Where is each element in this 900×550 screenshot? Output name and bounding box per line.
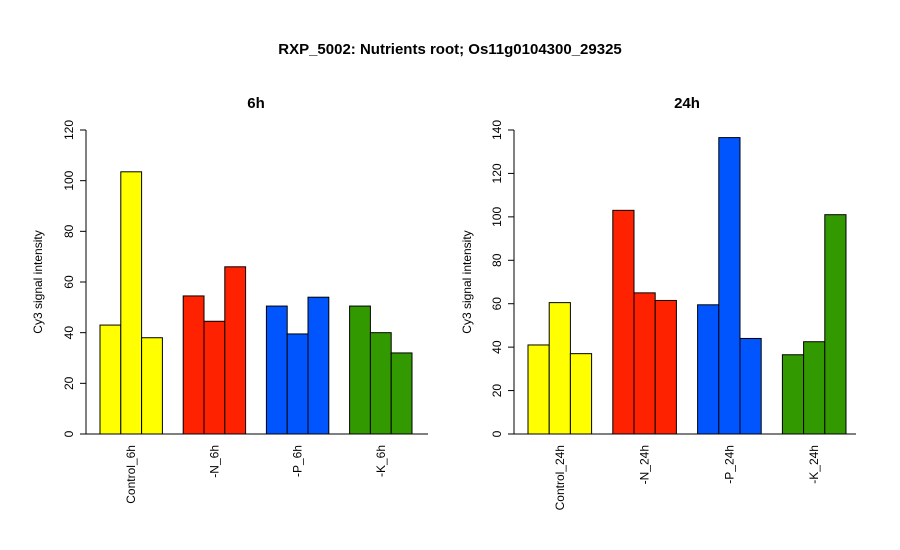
y-tick-label: 40 — [490, 340, 504, 354]
category-label: -K_6h — [374, 445, 388, 477]
y-tick-label: 120 — [62, 120, 76, 140]
category-label: Control_24h — [553, 445, 567, 510]
y-axis-label: Cy3 signal intensity — [460, 230, 474, 333]
bar — [120, 171, 143, 435]
bar — [203, 320, 226, 435]
bar — [612, 209, 635, 435]
bar — [349, 305, 371, 435]
bar — [390, 352, 413, 435]
panel-6h: 6h 0 20 40 60 80 100 120 Cy3 signal intensity Con… — [31, 95, 428, 504]
bar — [182, 295, 205, 435]
bar — [99, 324, 122, 435]
panel-24h: 24h 0 20 40 60 80 100 120 140 Cy3 signal intensit… — [460, 95, 856, 510]
y-tick-label: 60 — [490, 297, 504, 311]
y-tick-label: 140 — [490, 120, 504, 140]
bar — [286, 333, 309, 435]
category-label: Control_6h — [124, 445, 138, 504]
bar — [654, 299, 677, 435]
category-label: -P_24h — [722, 445, 736, 484]
bar — [739, 337, 762, 435]
y-tick-label: 60 — [62, 275, 76, 289]
y-tick-label: 40 — [62, 326, 76, 340]
y-tick-label: 20 — [62, 376, 76, 390]
y-tick-label: 20 — [490, 384, 504, 398]
category-label: -N_24h — [638, 445, 652, 484]
bar — [369, 332, 392, 435]
bar — [824, 214, 847, 435]
bar — [697, 304, 720, 435]
panel-title: 6h — [247, 95, 265, 112]
bar — [548, 302, 571, 435]
bar — [224, 266, 247, 435]
bar — [718, 137, 741, 435]
y-tick-label: 100 — [490, 207, 504, 227]
bar — [265, 305, 288, 435]
category-label: -N_6h — [207, 445, 221, 478]
chart-title: RXP_5002: Nutrients root; Os11g0104300_2… — [278, 41, 622, 58]
y-tick-label: 0 — [490, 430, 504, 437]
category-label: -P_6h — [291, 445, 305, 477]
y-axis-label: Cy3 signal intensity — [31, 230, 45, 333]
bar — [569, 353, 593, 435]
bar — [633, 292, 656, 435]
y-tick-label: 80 — [62, 224, 76, 238]
y-tick-label: 120 — [490, 163, 504, 183]
y-tick-label: 80 — [490, 253, 504, 267]
category-label: -K_24h — [807, 445, 821, 484]
bar — [527, 344, 550, 435]
y-tick-label: 100 — [62, 170, 76, 190]
bar — [307, 296, 330, 435]
bar — [803, 341, 826, 435]
bar — [141, 337, 163, 435]
bar — [781, 354, 805, 435]
panel-title: 24h — [674, 95, 700, 112]
y-tick-label: 0 — [62, 430, 76, 437]
